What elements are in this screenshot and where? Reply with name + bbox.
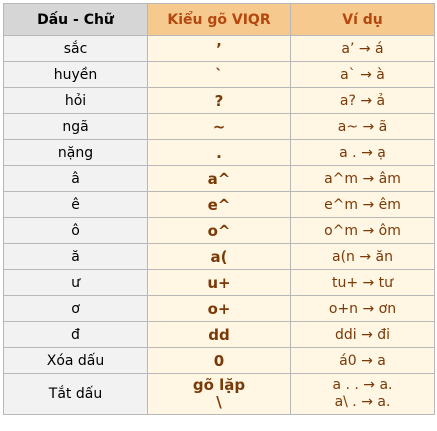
key-cell: gõ lặp \ [147, 373, 291, 415]
table-row: ngã ~ a~ → ã [3, 113, 435, 140]
viqr-table: Dấu - Chữ Kiểu gõ VIQR Ví dụ sắc ’ a’ → … [3, 3, 435, 415]
header-mark: Dấu - Chữ [3, 3, 148, 36]
key-cell: o^ [147, 217, 291, 244]
mark-cell: ô [3, 217, 148, 244]
example-cell: a? → ả [290, 87, 435, 114]
table-row: huyền ` a` → à [3, 61, 435, 88]
example-cell: á0 → a [290, 347, 435, 374]
key-cell: a^ [147, 165, 291, 192]
table-row: ơ o+ o+n → ơn [3, 295, 435, 322]
key-cell: 0 [147, 347, 291, 374]
mark-cell: Xóa dấu [3, 347, 148, 374]
table-row: nặng . a . → ạ [3, 139, 435, 166]
example-cell: a^m → âm [290, 165, 435, 192]
example-cell: a . → ạ [290, 139, 435, 166]
mark-cell: hỏi [3, 87, 148, 114]
table-row: Xóa dấu 0 á0 → a [3, 347, 435, 374]
mark-cell: ư [3, 269, 148, 296]
mark-cell: Tắt dấu [3, 373, 148, 415]
mark-cell: â [3, 165, 148, 192]
key-cell: e^ [147, 191, 291, 218]
table-row: Tắt dấu gõ lặp \ a . . → a. a\ . → a. [3, 373, 435, 415]
key-cell: o+ [147, 295, 291, 322]
example-cell: o+n → ơn [290, 295, 435, 322]
key-cell: a( [147, 243, 291, 270]
key-cell: . [147, 139, 291, 166]
example-cell: ddi → đi [290, 321, 435, 348]
mark-cell: ê [3, 191, 148, 218]
mark-cell: sắc [3, 35, 148, 62]
key-cell: ` [147, 61, 291, 88]
example-cell: a’ → á [290, 35, 435, 62]
key-cell: ? [147, 87, 291, 114]
key-cell: ’ [147, 35, 291, 62]
header-example: Ví dụ [290, 3, 435, 36]
mark-cell: ă [3, 243, 148, 270]
example-cell: a . . → a. a\ . → a. [290, 373, 435, 415]
table-row: ê e^ e^m → êm [3, 191, 435, 218]
key-cell: dd [147, 321, 291, 348]
table-row: đ dd ddi → đi [3, 321, 435, 348]
mark-cell: nặng [3, 139, 148, 166]
mark-cell: huyền [3, 61, 148, 88]
table-row: ư u+ tu+ → tư [3, 269, 435, 296]
example-cell: a(n → ăn [290, 243, 435, 270]
header-key: Kiểu gõ VIQR [147, 3, 291, 36]
example-cell: a~ → ã [290, 113, 435, 140]
mark-cell: đ [3, 321, 148, 348]
key-line: \ [216, 393, 222, 411]
table-row: ô o^ o^m → ôm [3, 217, 435, 244]
example-line: a . . → a. [332, 377, 393, 393]
key-cell: ~ [147, 113, 291, 140]
table-row: â a^ a^m → âm [3, 165, 435, 192]
example-cell: e^m → êm [290, 191, 435, 218]
example-cell: a` → à [290, 61, 435, 88]
table-row: ă a( a(n → ăn [3, 243, 435, 270]
example-cell: o^m → ôm [290, 217, 435, 244]
mark-cell: ngã [3, 113, 148, 140]
example-line: a\ . → a. [334, 394, 391, 410]
key-line: gõ lặp [192, 376, 246, 394]
table-row: sắc ’ a’ → á [3, 35, 435, 62]
table-row: hỏi ? a? → ả [3, 87, 435, 114]
header-row: Dấu - Chữ Kiểu gõ VIQR Ví dụ [3, 3, 435, 36]
example-cell: tu+ → tư [290, 269, 435, 296]
mark-cell: ơ [3, 295, 148, 322]
key-cell: u+ [147, 269, 291, 296]
